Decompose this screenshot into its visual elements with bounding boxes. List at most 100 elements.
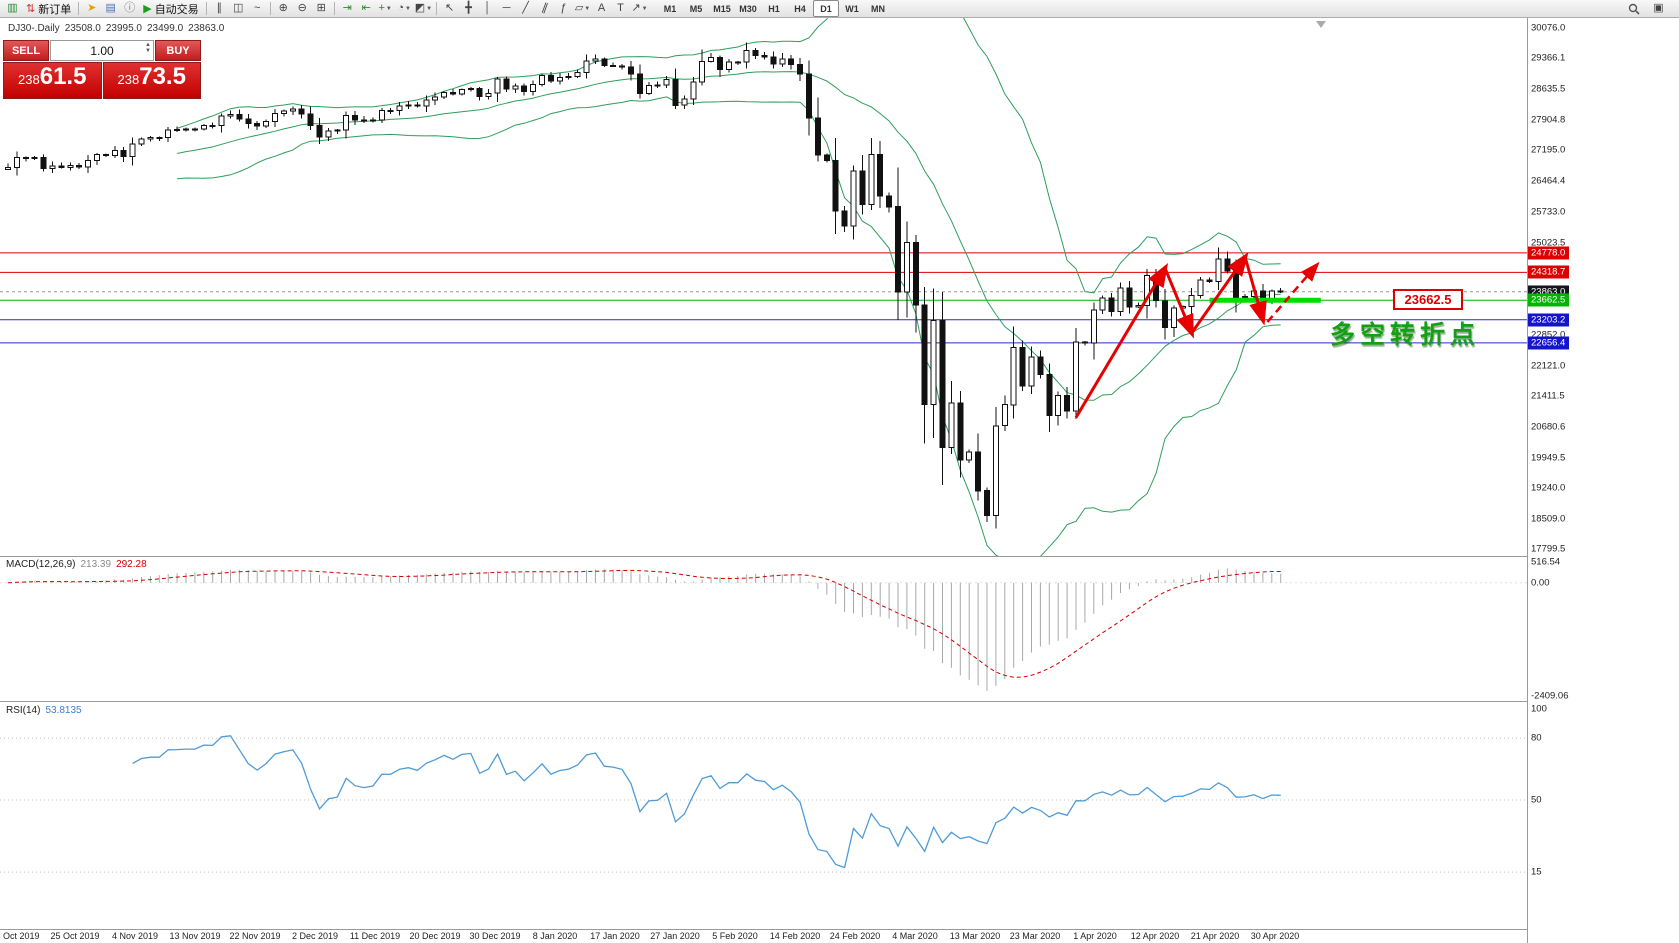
chevron-down-icon[interactable]: ▼ [426, 5, 433, 12]
template-icon[interactable]: ◩ ▼ [414, 1, 433, 16]
price-axis-label: 19949.5 [1531, 452, 1566, 464]
shapes-icon[interactable]: ▱ ▼ [573, 1, 592, 16]
chart-shift-marker[interactable] [1316, 21, 1326, 28]
autotrade-button[interactable]: ▶ 自动交易 [139, 1, 202, 16]
toolbar-separator [436, 2, 438, 15]
rsi-name: RSI(14) [6, 705, 41, 716]
chevron-down-icon[interactable]: ▼ [385, 5, 392, 12]
timeframe-M5[interactable]: M5 [689, 3, 703, 14]
date-axis-label: 17 Jan 2020 [590, 931, 640, 941]
date-axis[interactable]: 15 Oct 2019 25 Oct 2019 4 Nov 2019 13 Nov 2… [0, 931, 1527, 943]
timeframe-D1[interactable]: D1 [813, 0, 840, 17]
new-order-button[interactable]: ⇅ 新订单 [22, 1, 75, 16]
buy-price-button[interactable]: 238 73.5 [102, 62, 201, 99]
auto-scroll-icon[interactable]: ⇥ [338, 1, 357, 16]
arrows-icon[interactable]: ↗ ▼ [630, 1, 649, 16]
macd-signal-line [7, 569, 1281, 678]
volume-input[interactable]: 1.00 ▲ ▼ [50, 40, 154, 61]
indicator-arrow-icon-glyph: ➤ [87, 2, 97, 14]
arrows-icon-glyph: ↗ [631, 2, 641, 14]
volume-value[interactable]: 1.00 [90, 43, 114, 58]
text-label-icon[interactable]: T [611, 1, 630, 16]
timeframe-W1[interactable]: W1 [845, 3, 859, 14]
timeframe-M30[interactable]: M30 [739, 3, 757, 14]
chevron-down-icon[interactable]: ▼ [405, 5, 411, 12]
line-chart-icon[interactable]: ~ [248, 1, 267, 16]
add-indicator-icon[interactable]: + ▼ [376, 1, 395, 16]
price-axis-label: 25023.5 [1531, 237, 1566, 248]
chevron-down-icon[interactable]: ▼ [641, 5, 648, 12]
date-axis-label: 5 Feb 2020 [712, 931, 758, 941]
rsi-axis-label: 80 [1531, 732, 1542, 744]
macd-axis-label: -2409.06 [1531, 690, 1569, 702]
text-icon[interactable]: A [592, 1, 611, 16]
crosshair-icon-glyph: ╋ [465, 2, 472, 14]
price-axis-label: 17799.5 [1531, 543, 1566, 555]
candles [5, 42, 1284, 529]
trendline-icon[interactable]: ╱ [516, 1, 535, 16]
volume-spinner[interactable]: ▲ ▼ [145, 42, 151, 54]
bollinger-bands[interactable] [176, 18, 1281, 556]
vertical-line-icon[interactable]: │ [478, 1, 497, 16]
spinner-down-icon[interactable]: ▼ [145, 48, 151, 54]
channel-icon[interactable]: ∥ [535, 1, 554, 16]
toolbar-icons: ▥ ⇅ 新订单 ➤ ▤ ⓘ ▶ 自动交易 ∥ ◫ ~ ⊕ ⊖ ⊞ ⇥ ⇤ + ▼ ◔ ▼ ◩ ▼ ↖ ╋ │ ─ ╱ ∥ ƒ ▱ ▼ A T ↗ ▼ [3, 1, 649, 16]
date-axis-label: 13 Mar 2020 [949, 931, 1001, 941]
chart-window-icon[interactable]: ▣ [1653, 2, 1664, 14]
zoom-out-icon[interactable]: ⊖ [293, 1, 312, 16]
print-preview-icon[interactable]: ▤ [101, 1, 120, 16]
trend-arrow-segment[interactable] [1074, 262, 1169, 419]
price-axis-separator [1527, 18, 1528, 943]
bar-chart-icon[interactable]: ∥ [210, 1, 229, 16]
text-icon-glyph: A [597, 2, 606, 14]
cursor-icon[interactable]: ↖ [440, 1, 459, 16]
main-chart[interactable] [0, 18, 1527, 556]
annotation-note-text[interactable]: 多空转折点 [1330, 321, 1481, 349]
sell-button[interactable]: SELL [3, 40, 49, 61]
annotation-price-label-box[interactable]: 23662.5 [1393, 289, 1463, 310]
tile-windows-icon[interactable]: ⊞ [312, 1, 331, 16]
spinner-up-icon[interactable]: ▲ [145, 42, 151, 48]
add-indicator-icon-glyph: + [378, 2, 385, 14]
autotrade-button-label: 自动交易 [154, 3, 199, 16]
candlestick-chart-icon[interactable]: ◫ [229, 1, 248, 16]
period-icon[interactable]: ◔ ▼ [395, 1, 414, 16]
horizontal-line-icon[interactable]: ─ [497, 1, 516, 16]
tile-windows-icon-glyph: ⊞ [316, 2, 326, 14]
price-axis-label: 29366.1 [1531, 52, 1566, 64]
timeframe-H4[interactable]: H4 [794, 3, 806, 14]
search-symbol-icon[interactable] [1624, 1, 1643, 16]
autotrade-button-glyph: ▶ [143, 3, 152, 15]
price-badge-24318.7: 24318.7 [1528, 265, 1570, 279]
zoom-in-icon[interactable]: ⊕ [274, 1, 293, 16]
fibonacci-icon-glyph: ƒ [560, 2, 567, 14]
timeframe-M15[interactable]: M15 [713, 3, 731, 14]
panel-resize-separator[interactable] [0, 701, 1679, 702]
trend-arrow-segment[interactable] [1243, 256, 1267, 326]
macd-name: MACD(12,26,9) [6, 559, 76, 570]
buy-button[interactable]: BUY [155, 40, 201, 61]
timeframe-M1[interactable]: M1 [663, 3, 677, 14]
rsi-axis-label: 50 [1531, 794, 1542, 806]
timeframe-H1[interactable]: H1 [768, 3, 780, 14]
trend-arrow-segment[interactable] [1190, 252, 1249, 334]
new-order-button-glyph: ⇅ [26, 3, 36, 15]
price-axis[interactable]: 30076.0 29366.1 28635.5 27904.8 27195.0 26464… [1528, 0, 1679, 943]
new-chart-icon[interactable]: ▥ [3, 1, 22, 16]
chart-shift-icon[interactable]: ⇤ [357, 1, 376, 16]
info-icon[interactable]: ⓘ [120, 1, 139, 16]
crosshair-icon[interactable]: ╋ [459, 1, 478, 16]
rsi-panel[interactable] [0, 703, 1527, 929]
timeframe-MN[interactable]: MN [871, 3, 886, 14]
chevron-down-icon[interactable]: ▼ [584, 5, 591, 12]
price-axis-label: 22852.0 [1531, 329, 1566, 341]
macd-panel[interactable] [0, 557, 1527, 700]
trend-arrow-segment[interactable] [1163, 267, 1194, 339]
sell-price-button[interactable]: 238 61.5 [3, 62, 102, 99]
date-axis-label: 1 Apr 2020 [1073, 931, 1117, 941]
buy-price-prefix: 238 [117, 72, 140, 87]
panel-resize-separator[interactable] [0, 556, 1679, 557]
fibonacci-icon[interactable]: ƒ [554, 1, 573, 16]
indicator-arrow-icon[interactable]: ➤ [82, 1, 101, 16]
date-axis-label: 25 Oct 2019 [50, 931, 100, 941]
